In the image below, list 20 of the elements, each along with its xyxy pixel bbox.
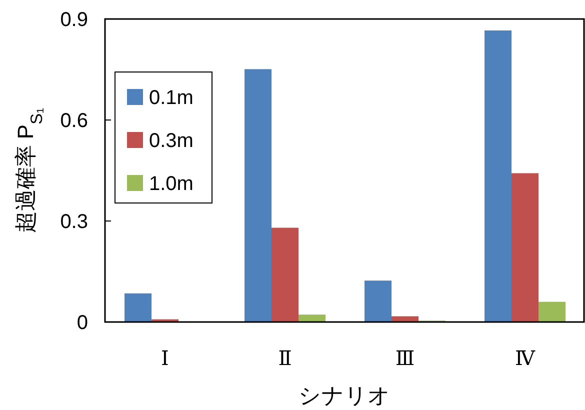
- y-tick-label: 0.3: [60, 211, 88, 233]
- x-tick-label: Ⅳ: [515, 348, 536, 370]
- x-axis-title: シナリオ: [298, 383, 390, 408]
- y-tick-label: 0.6: [60, 110, 88, 132]
- bar: [244, 69, 272, 322]
- bar: [364, 280, 392, 322]
- bar: [272, 228, 298, 322]
- x-tick-label: Ⅰ: [161, 348, 169, 370]
- bar: [298, 314, 326, 322]
- x-tick-label: Ⅲ: [395, 348, 415, 370]
- bar: [512, 173, 538, 322]
- legend-label: 1.0m: [149, 173, 194, 195]
- legend-label: 0.1m: [149, 87, 194, 109]
- bar: [538, 302, 566, 322]
- y-tick-label: 0: [76, 312, 88, 334]
- x-tick-label: Ⅱ: [278, 348, 292, 370]
- bar: [124, 293, 152, 322]
- bar: [484, 30, 512, 322]
- legend-label: 0.3m: [149, 130, 194, 152]
- y-tick-label: 0.9: [60, 9, 88, 31]
